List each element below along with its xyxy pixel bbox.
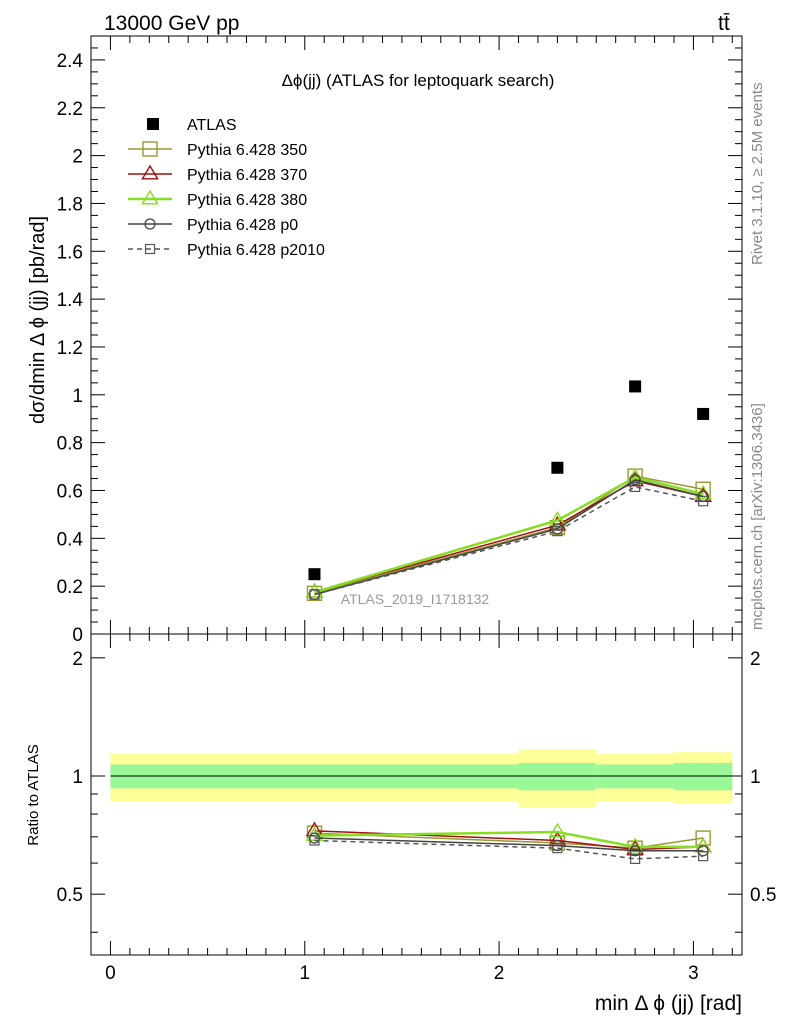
mcplots-side-label: mcplots.cern.ch [arXiv:1306.3436] — [749, 403, 766, 630]
ratio-panel-axes: 0.5 0.5 1 1 2 2 0 1 2 3 — [57, 633, 776, 984]
x-tick-label: 2 — [494, 963, 505, 984]
x-axis-label: min Δ ϕ (jj) [rad] — [595, 992, 742, 1015]
series-pythia-6-428-370 — [305, 821, 712, 855]
data-point — [629, 380, 642, 393]
legend-marker — [141, 189, 159, 205]
legend-entry: Pythia 6.428 370 — [128, 164, 307, 184]
y-tick-label: 0.8 — [57, 434, 83, 455]
y-tick-label: 0.6 — [57, 481, 83, 502]
y-tick-label: 2 — [72, 649, 83, 670]
y-tick-label: 1 — [72, 767, 83, 788]
data-point — [626, 837, 644, 853]
data-point — [698, 851, 709, 862]
data-point — [697, 407, 710, 420]
series-atlas — [308, 380, 710, 581]
y-tick-label: 1.6 — [57, 242, 83, 263]
y-tick-label-right: 1 — [750, 767, 761, 788]
legend-label: Pythia 6.428 380 — [187, 192, 307, 209]
y-tick-label: 1 — [72, 386, 83, 407]
y-tick-label: 2.4 — [57, 51, 84, 72]
process-label: tt̄ — [718, 12, 730, 35]
series-line — [314, 478, 704, 596]
series-pythia-6-428-p2010 — [309, 481, 709, 600]
data-point — [698, 496, 709, 507]
x-tick-label: 0 — [105, 963, 116, 984]
data-point — [552, 526, 563, 537]
data-point — [630, 481, 641, 492]
y-tick-label: 1.4 — [57, 290, 84, 311]
main-y-axis-label: dσ/dmin Δ ϕ (jj) [pb/rad] — [27, 216, 49, 424]
data-point — [548, 822, 567, 838]
ratio-panel-series — [305, 821, 712, 864]
series-line — [314, 830, 704, 849]
data-point — [697, 845, 709, 857]
plot-title: Δϕ(jj) (ATLAS for leptoquark search) — [282, 71, 555, 90]
legend-marker — [147, 118, 159, 130]
data-point — [548, 515, 567, 531]
series-pythia-6-428-p0 — [308, 832, 709, 857]
watermark-label: ATLAS_2019_I1718132 — [341, 591, 490, 607]
legend-label: Pythia 6.428 370 — [187, 167, 307, 184]
legend-entry: Pythia 6.428 p0 — [128, 217, 298, 234]
main-panel-axes: 0 0.2 0.4 0.6 0.8 1 1.2 1.4 1.6 1.8 2 2.2 2.4 — [57, 35, 743, 646]
legend-label: Pythia 6.428 350 — [187, 142, 307, 159]
data-point — [309, 589, 320, 600]
ratio-frame — [90, 633, 743, 956]
series-line — [314, 475, 704, 595]
uncertainty-band-inner — [518, 762, 597, 791]
legend-marker — [144, 218, 156, 230]
y-tick-label: 2 — [72, 147, 83, 168]
legend-marker — [144, 243, 156, 255]
data-point — [552, 843, 563, 854]
y-tick-label: 0.2 — [57, 577, 83, 598]
data-point — [629, 474, 641, 486]
data-point — [629, 845, 641, 857]
main-panel-series — [305, 380, 712, 602]
data-point — [695, 830, 711, 846]
y-tick-label: 0.4 — [57, 529, 84, 550]
legend-label: Pythia 6.428 p2010 — [187, 242, 325, 259]
x-tick-label: 3 — [688, 963, 699, 984]
ratio-y-axis-label: Ratio to ATLAS — [25, 744, 42, 845]
series-line — [314, 475, 704, 594]
y-tick-label: 1.8 — [57, 194, 83, 215]
legend-label: Pythia 6.428 p0 — [187, 217, 298, 234]
legend-marker — [142, 141, 158, 157]
y-tick-label: 2.2 — [57, 99, 83, 120]
series-line — [314, 830, 704, 851]
legend: ATLAS Pythia 6.428 350 Pythia 6.428 370 Pyt… — [128, 117, 325, 259]
series-line — [314, 837, 704, 852]
y-tick-label: 1.2 — [57, 338, 83, 359]
ratio-panel-bands — [110, 749, 733, 808]
legend-entry: Pythia 6.428 350 — [128, 141, 307, 159]
data-point — [551, 461, 564, 474]
data-point — [308, 568, 321, 581]
y-tick-label-right: 2 — [750, 649, 761, 670]
legend-entry: Pythia 6.428 p2010 — [128, 242, 325, 259]
y-tick-label-right: 0.5 — [750, 885, 776, 906]
y-tick-label: 0.5 — [57, 885, 83, 906]
legend-entry: Pythia 6.428 380 — [128, 189, 307, 209]
legend-marker — [141, 164, 159, 180]
energy-label: 13000 GeV pp — [104, 12, 239, 35]
uncertainty-band-inner — [673, 762, 733, 791]
data-point — [309, 835, 320, 846]
x-tick-label: 1 — [299, 963, 310, 984]
data-point — [630, 853, 641, 864]
series-line — [314, 839, 704, 860]
y-tick-label: 0 — [72, 625, 83, 646]
data-point — [548, 511, 567, 526]
legend-label: ATLAS — [187, 117, 237, 134]
legend-entry: ATLAS — [147, 117, 237, 134]
rivet-side-label: Rivet 3.1.10, ≥ 2.5M events — [749, 83, 766, 266]
series-pythia-6-428-p2010 — [309, 835, 709, 864]
